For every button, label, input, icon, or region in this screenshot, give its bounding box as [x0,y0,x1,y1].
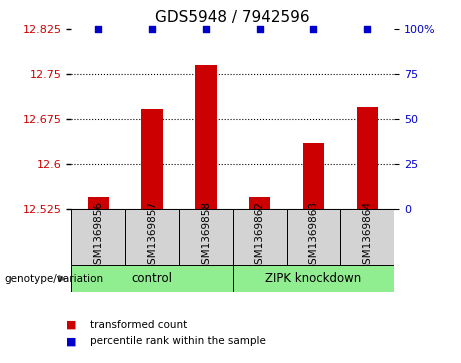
Text: ■: ■ [66,320,77,330]
Bar [195,65,217,209]
Point [310,26,317,32]
Point [148,26,156,32]
Text: genotype/variation: genotype/variation [5,274,104,284]
Bar [233,265,394,292]
Text: percentile rank within the sample: percentile rank within the sample [90,336,266,346]
Text: GSM1369863: GSM1369863 [308,201,319,271]
Text: GSM1369857: GSM1369857 [147,201,157,271]
Bar [71,209,125,265]
Text: control: control [132,272,172,285]
Text: ■: ■ [66,336,77,346]
Text: transformed count: transformed count [90,320,187,330]
Point [95,26,102,32]
Text: GSM1369864: GSM1369864 [362,201,372,271]
Bar [233,209,287,265]
Bar [340,209,394,265]
Title: GDS5948 / 7942596: GDS5948 / 7942596 [155,10,310,25]
Point [364,26,371,32]
Bar [179,209,233,265]
Bar [71,265,233,292]
Bar [125,209,179,265]
Text: GSM1369858: GSM1369858 [201,201,211,271]
Point [256,26,263,32]
Bar [88,197,109,209]
Text: GSM1369862: GSM1369862 [254,201,265,271]
Bar [249,197,271,209]
Bar [142,109,163,209]
Text: ZIPK knockdown: ZIPK knockdown [266,272,361,285]
Bar [287,209,340,265]
Point [202,26,210,32]
Bar [303,143,324,209]
Text: GSM1369856: GSM1369856 [93,201,103,271]
Bar [356,107,378,209]
